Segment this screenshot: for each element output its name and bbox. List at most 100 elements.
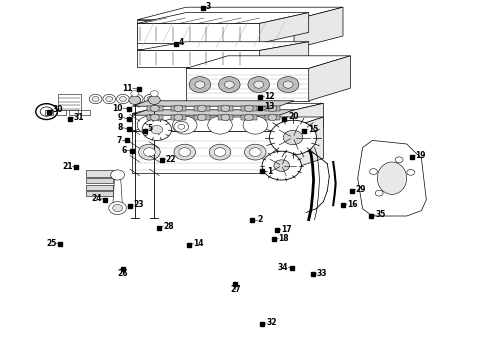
Polygon shape bbox=[294, 7, 343, 49]
Text: 10: 10 bbox=[113, 104, 123, 113]
Polygon shape bbox=[137, 23, 260, 43]
Circle shape bbox=[151, 125, 163, 134]
Polygon shape bbox=[45, 110, 53, 115]
Polygon shape bbox=[132, 131, 279, 173]
Polygon shape bbox=[241, 115, 257, 120]
Polygon shape bbox=[309, 56, 350, 101]
Polygon shape bbox=[265, 115, 280, 120]
Circle shape bbox=[133, 96, 140, 102]
Circle shape bbox=[268, 114, 277, 121]
Circle shape bbox=[248, 77, 270, 93]
Text: 33: 33 bbox=[317, 269, 327, 278]
Circle shape bbox=[249, 148, 261, 156]
Circle shape bbox=[130, 94, 143, 104]
Circle shape bbox=[89, 94, 102, 104]
Polygon shape bbox=[241, 106, 257, 111]
Text: 34: 34 bbox=[278, 263, 288, 272]
Circle shape bbox=[245, 114, 253, 121]
Text: 32: 32 bbox=[266, 319, 276, 328]
Polygon shape bbox=[137, 7, 343, 20]
Circle shape bbox=[150, 114, 159, 121]
Polygon shape bbox=[132, 113, 279, 137]
Text: 9: 9 bbox=[118, 113, 123, 122]
Polygon shape bbox=[279, 117, 323, 173]
Polygon shape bbox=[81, 110, 90, 115]
Text: 3: 3 bbox=[206, 2, 211, 11]
Text: 4: 4 bbox=[179, 38, 184, 47]
Polygon shape bbox=[132, 110, 294, 115]
Polygon shape bbox=[137, 50, 260, 67]
Polygon shape bbox=[57, 110, 66, 115]
Circle shape bbox=[395, 157, 403, 163]
Polygon shape bbox=[86, 185, 113, 190]
Circle shape bbox=[283, 130, 303, 145]
Text: 1: 1 bbox=[267, 166, 272, 176]
Text: 22: 22 bbox=[166, 155, 176, 163]
Text: 35: 35 bbox=[375, 210, 386, 220]
Circle shape bbox=[137, 116, 162, 134]
Text: 21: 21 bbox=[62, 162, 73, 171]
Circle shape bbox=[189, 77, 211, 93]
Circle shape bbox=[150, 91, 158, 96]
Circle shape bbox=[120, 96, 126, 102]
Polygon shape bbox=[132, 103, 323, 113]
Circle shape bbox=[268, 105, 277, 112]
Circle shape bbox=[283, 81, 293, 88]
Text: 29: 29 bbox=[356, 185, 366, 194]
Polygon shape bbox=[265, 106, 280, 111]
Polygon shape bbox=[86, 170, 113, 177]
Circle shape bbox=[221, 105, 230, 112]
Circle shape bbox=[221, 114, 230, 121]
Circle shape bbox=[209, 144, 231, 160]
Polygon shape bbox=[147, 115, 163, 120]
Polygon shape bbox=[132, 101, 294, 106]
Text: 26: 26 bbox=[117, 269, 128, 278]
Text: 19: 19 bbox=[416, 151, 426, 160]
Polygon shape bbox=[194, 115, 210, 120]
Circle shape bbox=[270, 120, 317, 155]
Text: 7: 7 bbox=[116, 136, 122, 145]
Circle shape bbox=[195, 81, 205, 88]
Circle shape bbox=[148, 96, 160, 104]
Circle shape bbox=[144, 148, 155, 156]
Text: 31: 31 bbox=[74, 113, 84, 122]
Circle shape bbox=[197, 105, 206, 112]
Circle shape bbox=[277, 77, 299, 93]
Circle shape bbox=[178, 124, 185, 129]
Polygon shape bbox=[171, 106, 186, 111]
Text: 23: 23 bbox=[134, 200, 144, 210]
Ellipse shape bbox=[377, 162, 407, 194]
Polygon shape bbox=[132, 117, 323, 131]
Text: 13: 13 bbox=[265, 102, 275, 112]
Circle shape bbox=[224, 81, 234, 88]
Circle shape bbox=[243, 116, 268, 134]
Circle shape bbox=[262, 151, 301, 180]
Text: 14: 14 bbox=[194, 239, 204, 248]
Circle shape bbox=[179, 148, 191, 156]
Circle shape bbox=[214, 148, 226, 156]
Text: 12: 12 bbox=[265, 92, 275, 101]
Circle shape bbox=[150, 105, 159, 112]
Polygon shape bbox=[279, 103, 323, 137]
Polygon shape bbox=[137, 20, 294, 49]
Circle shape bbox=[172, 116, 197, 134]
Text: 6: 6 bbox=[121, 146, 126, 155]
Text: 28: 28 bbox=[163, 222, 174, 231]
Polygon shape bbox=[260, 42, 309, 67]
Circle shape bbox=[174, 105, 183, 112]
Text: 30: 30 bbox=[53, 104, 63, 114]
Circle shape bbox=[111, 170, 124, 180]
Polygon shape bbox=[86, 178, 113, 183]
Circle shape bbox=[174, 114, 183, 121]
Text: 2: 2 bbox=[257, 215, 263, 224]
Polygon shape bbox=[171, 115, 186, 120]
Circle shape bbox=[245, 144, 266, 160]
Circle shape bbox=[131, 91, 139, 96]
Circle shape bbox=[129, 96, 141, 104]
Circle shape bbox=[245, 105, 253, 112]
Circle shape bbox=[375, 190, 383, 196]
Circle shape bbox=[174, 121, 189, 132]
Circle shape bbox=[139, 144, 160, 160]
Circle shape bbox=[407, 170, 415, 175]
Polygon shape bbox=[58, 94, 81, 110]
